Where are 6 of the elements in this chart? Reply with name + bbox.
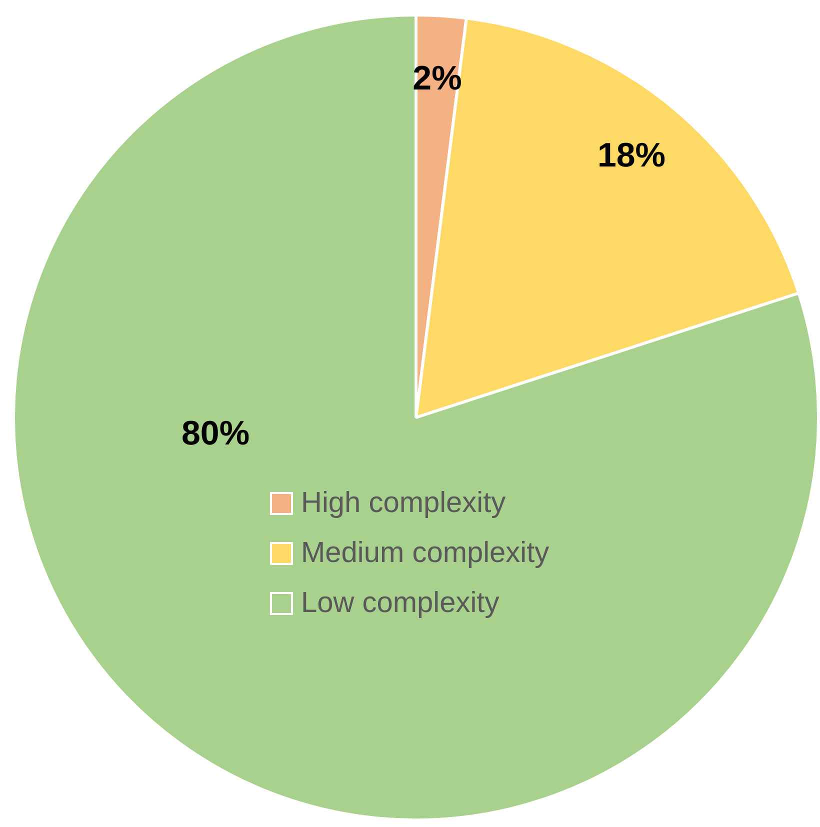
legend-label: Medium complexity <box>301 536 550 570</box>
data-label: 2% <box>412 59 462 98</box>
legend-label: Low complexity <box>301 586 500 620</box>
data-label: 80% <box>181 414 250 453</box>
legend-label: High complexity <box>301 486 506 520</box>
data-label: 18% <box>597 136 666 174</box>
